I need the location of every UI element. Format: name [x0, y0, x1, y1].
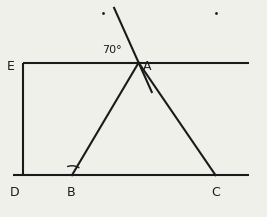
Text: C: C — [211, 186, 220, 199]
Text: B: B — [66, 186, 75, 199]
Text: E: E — [6, 59, 14, 72]
Text: A: A — [143, 59, 151, 72]
Text: D: D — [10, 186, 19, 199]
Text: 70°: 70° — [102, 45, 122, 55]
